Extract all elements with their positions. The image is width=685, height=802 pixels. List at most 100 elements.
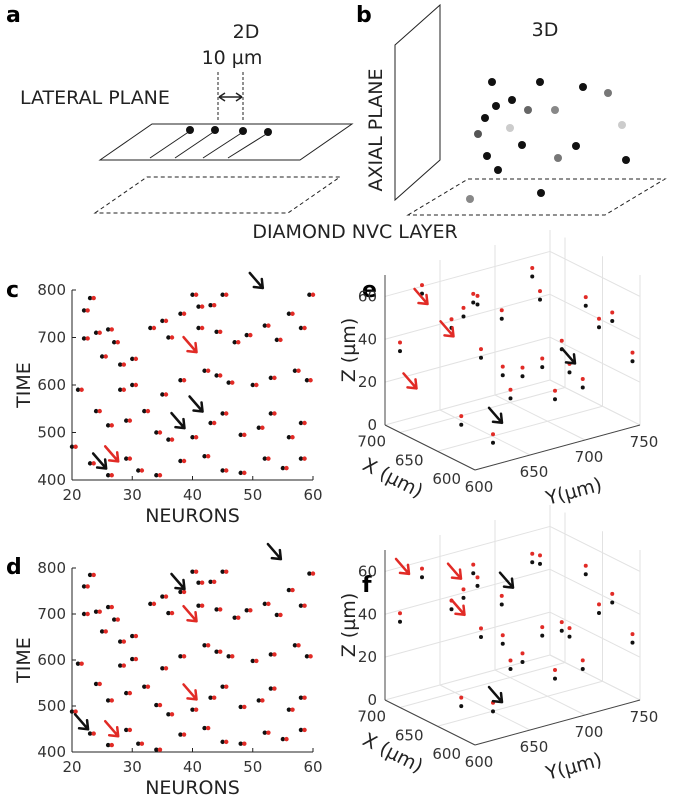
data-point	[500, 373, 505, 378]
arrow	[248, 271, 265, 290]
data-point	[580, 376, 585, 381]
data-point	[214, 329, 219, 334]
data-point	[205, 454, 211, 459]
data-point	[292, 643, 298, 648]
data-point	[105, 698, 111, 703]
data-point	[202, 368, 207, 373]
arrow	[91, 452, 108, 470]
data-point	[274, 337, 280, 343]
data-point	[290, 587, 295, 593]
data-point	[597, 602, 601, 607]
y-tick-label: 600	[465, 478, 494, 496]
grid-line	[549, 611, 641, 658]
grid-line	[494, 394, 586, 441]
arrow	[394, 557, 411, 576]
data-point	[181, 378, 187, 383]
data-point	[583, 572, 588, 577]
data-point	[260, 698, 265, 703]
z-tick-label: 60	[358, 287, 377, 305]
data-point	[266, 456, 271, 461]
data-point	[580, 666, 585, 671]
data-point	[224, 739, 229, 745]
lateral-plane-drawing	[93, 72, 354, 214]
data-point	[499, 602, 504, 607]
data-point	[471, 291, 476, 296]
data-point	[250, 658, 255, 664]
z-tick-label: 20	[358, 373, 377, 391]
data-point	[307, 571, 312, 576]
x-tick-label: 600	[432, 745, 461, 763]
grid-line	[384, 654, 551, 701]
data-point	[500, 641, 505, 646]
y-tick-label: 800	[37, 281, 66, 299]
data-point	[163, 392, 169, 397]
data-point	[118, 362, 123, 367]
data-point	[500, 633, 505, 638]
panel-label: a	[6, 3, 21, 28]
arrow	[446, 562, 463, 580]
data-point	[214, 649, 219, 654]
data-point	[290, 311, 295, 316]
arrow	[103, 719, 120, 738]
data-point	[520, 659, 525, 664]
data-point	[93, 408, 99, 414]
arrow	[450, 598, 466, 616]
arrow	[560, 347, 577, 365]
data-point	[479, 626, 483, 631]
data-point	[105, 327, 111, 332]
arrow	[413, 287, 429, 306]
data-point	[136, 468, 141, 473]
data-point	[238, 470, 243, 476]
data-point	[449, 607, 454, 612]
data-point	[87, 461, 93, 466]
data-point	[610, 310, 615, 315]
data-point	[151, 601, 157, 607]
data-point	[278, 612, 283, 618]
data-point	[87, 295, 93, 301]
z-tick-label: 40	[358, 605, 377, 623]
data-point	[286, 311, 292, 316]
layer-label: DIAMOND NVC LAYER	[252, 221, 457, 243]
data-point	[508, 396, 513, 401]
data-point	[262, 456, 267, 461]
data-point	[109, 742, 114, 748]
panel-label: d	[6, 555, 22, 580]
data-point	[310, 292, 316, 297]
data-point	[520, 365, 525, 370]
data-point	[99, 629, 105, 634]
data-point	[124, 418, 129, 423]
data-point	[208, 579, 213, 584]
x-tick-label: 20	[62, 486, 81, 504]
data-point	[471, 571, 476, 576]
data-point	[69, 709, 75, 714]
data-point	[298, 456, 304, 461]
y-tick-label: 700	[575, 723, 604, 741]
data-point	[250, 382, 255, 388]
data-point	[218, 329, 223, 334]
data-point	[130, 633, 135, 639]
data-point	[69, 444, 75, 449]
data-point	[202, 454, 207, 459]
x-tick-label: 50	[243, 486, 262, 504]
data-point	[178, 458, 183, 464]
y-tick-label: 500	[37, 697, 66, 715]
data-point	[160, 392, 165, 397]
data-point	[538, 289, 542, 294]
data-point	[567, 634, 572, 639]
arrow	[439, 320, 455, 338]
data-point	[459, 414, 464, 419]
grid-line	[384, 611, 551, 658]
data-point	[500, 364, 505, 369]
data-point	[538, 561, 542, 566]
data-point	[567, 370, 572, 375]
data-point	[196, 603, 201, 608]
data-point	[583, 563, 588, 568]
arrow	[73, 713, 90, 731]
data-point	[93, 681, 99, 687]
data-point	[81, 611, 87, 617]
data-point	[274, 612, 280, 618]
data-point	[193, 707, 199, 712]
arrow	[182, 335, 198, 354]
data-point	[630, 632, 635, 637]
